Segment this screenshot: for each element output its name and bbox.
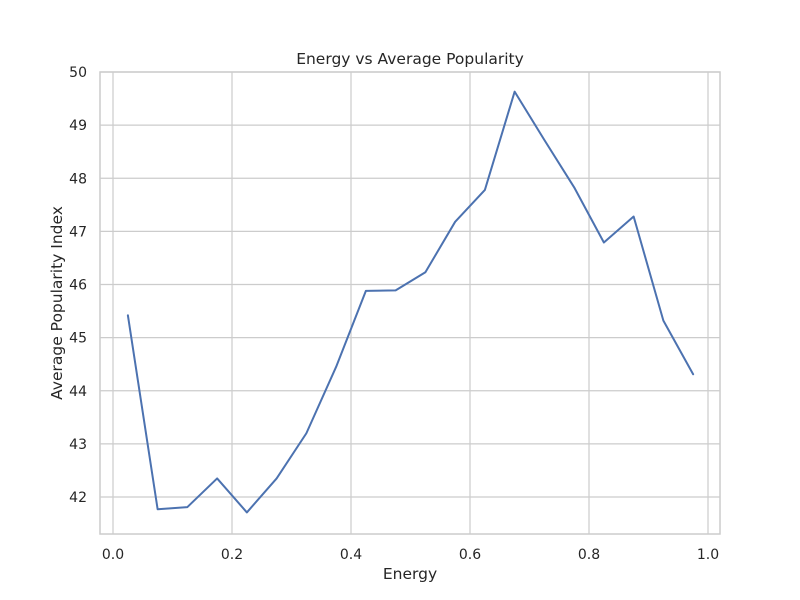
series [126,90,695,514]
y-tick-label: 49 [69,118,87,134]
series-line [126,90,695,514]
y-tick-label: 42 [69,490,87,506]
x-tick-label: 1.0 [697,547,719,563]
y-axis-label: Average Popularity Index [48,206,66,400]
y-tick-label: 46 [69,278,87,294]
y-tick-label: 44 [69,384,87,400]
x-tick-label: 0.0 [102,547,124,563]
y-tick-label: 43 [69,437,87,453]
y-tick-label: 45 [69,331,87,347]
x-tick-label: 0.4 [340,547,362,563]
x-axis-label: Energy [383,565,437,583]
x-tick-label: 0.2 [221,547,243,563]
plot-area-frame [99,71,721,535]
y-tick-label: 48 [69,171,87,187]
x-tick-label: 0.6 [459,547,481,563]
y-tick-label: 47 [69,224,87,240]
grid [100,71,720,534]
y-tick-label: 50 [69,65,87,81]
x-axis-ticks: 0.0 0.2 0.4 0.6 0.8 1.0 [102,547,719,563]
y-axis-ticks: 42 43 44 45 46 47 48 49 50 [69,65,87,506]
chart-title: Energy vs Average Popularity [296,50,524,68]
x-tick-label: 0.8 [578,547,600,563]
